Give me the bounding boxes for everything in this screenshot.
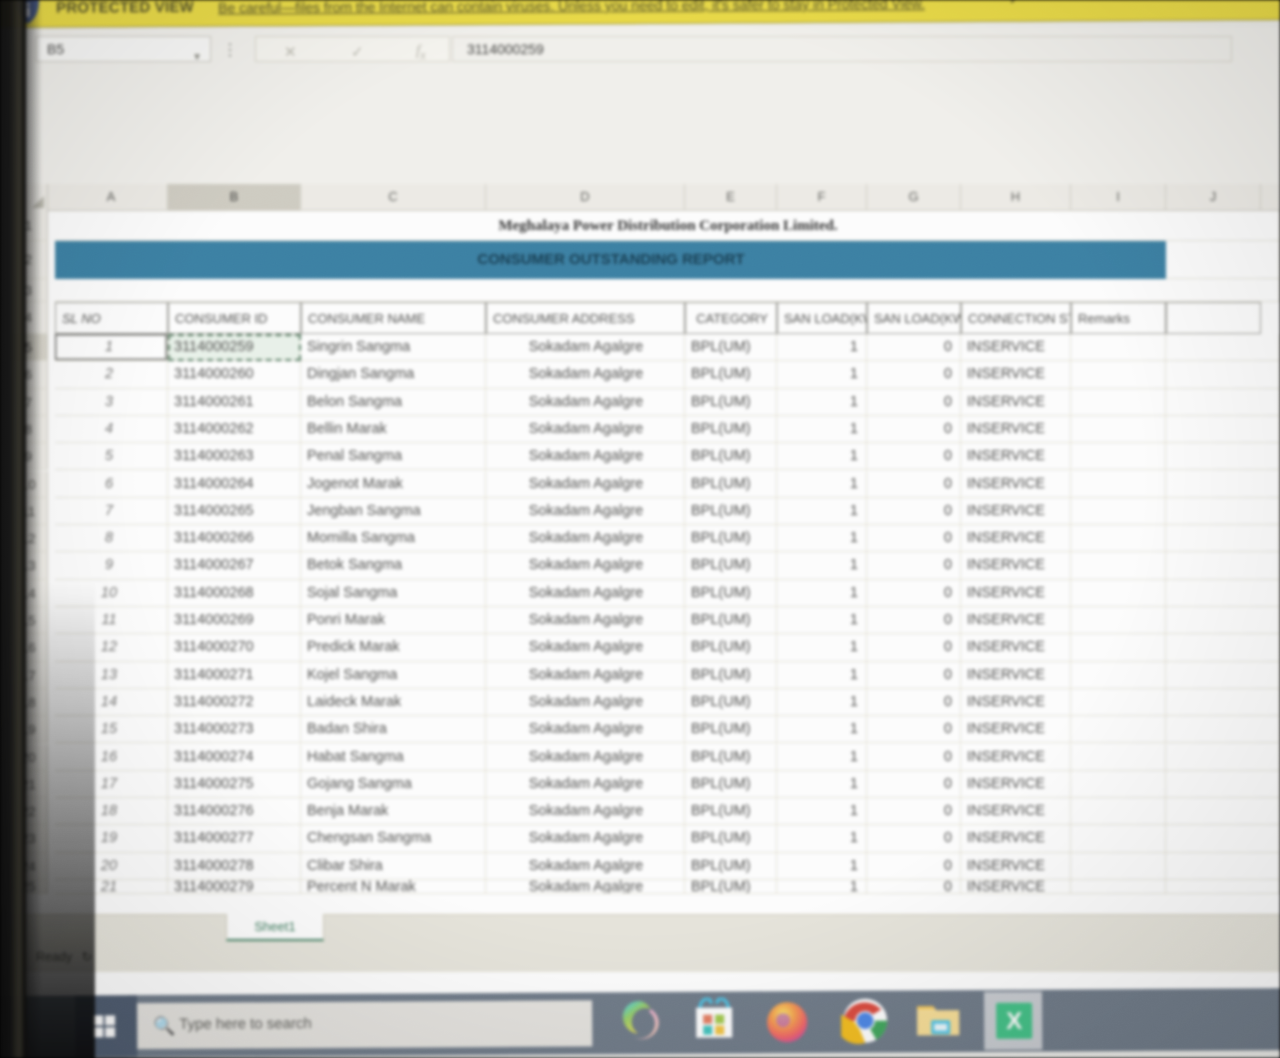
svg-text:X: X xyxy=(1006,1008,1022,1035)
